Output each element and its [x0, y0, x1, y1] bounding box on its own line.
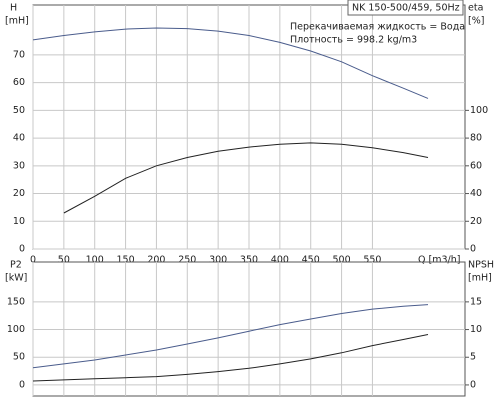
x-tick-label: 200: [147, 255, 165, 266]
y2-axis-unit: [mH]: [468, 273, 492, 284]
y-axis-unit: [kW]: [5, 273, 27, 284]
y-tick-label: 0: [19, 379, 25, 390]
y-axis-label: P2: [10, 260, 22, 271]
x-tick-label: 350: [240, 255, 258, 266]
x-tick-label: 100: [86, 255, 104, 266]
curve: [32, 334, 429, 382]
x-tick-label: 300: [209, 255, 227, 266]
y-tick-label: 20: [13, 188, 25, 199]
y-tick-label: 50: [13, 352, 25, 363]
y2-tick-label: 0: [470, 379, 476, 390]
y2-tick-label: 0: [470, 244, 476, 255]
x-tick-label: 150: [117, 255, 135, 266]
y-tick-label: 10: [13, 216, 25, 227]
x-tick-label: 250: [178, 255, 196, 266]
y-axis-label: H: [10, 3, 17, 14]
curve: [32, 27, 429, 99]
x-tick-label: 400: [271, 255, 289, 266]
y2-tick-label: 5: [470, 352, 476, 363]
y2-axis-label: eta: [468, 3, 483, 14]
x-tick-label: 50: [58, 255, 70, 266]
y-tick-label: 150: [7, 296, 25, 307]
curve: [32, 304, 429, 369]
y2-tick-label: 10: [470, 324, 482, 335]
curve: [63, 142, 429, 214]
y-axis-unit: [mH]: [5, 16, 29, 27]
x-axis-label: Q [m3/h]: [418, 255, 460, 266]
y2-tick-label: 20: [470, 216, 482, 227]
y2-axis-unit: [%]: [468, 16, 484, 27]
x-tick-label: 450: [302, 255, 320, 266]
x-tick-label: 0: [30, 255, 36, 266]
y-tick-label: 70: [13, 49, 25, 60]
y-tick-label: 30: [13, 160, 25, 171]
y2-axis-label: NPSH: [468, 260, 494, 271]
annotation: Плотность = 998.2 kg/m3: [290, 35, 417, 46]
y-tick-label: 50: [13, 105, 25, 116]
annotation: Перекачиваемая жидкость = Вода: [290, 22, 465, 33]
x-tick-label: 550: [363, 255, 381, 266]
y2-tick-label: 40: [470, 188, 482, 199]
y-tick-label: 0: [19, 244, 25, 255]
x-tick-label: 500: [333, 255, 351, 266]
y-tick-label: 40: [13, 133, 25, 144]
y2-tick-label: 100: [470, 105, 488, 116]
y2-tick-label: 80: [470, 133, 482, 144]
y2-tick-label: 15: [470, 296, 482, 307]
y-tick-label: 60: [13, 77, 25, 88]
info-box: [347, 0, 464, 16]
pump-title: NK 150-500/459, 50Hz: [352, 3, 460, 14]
y-tick-label: 100: [7, 324, 25, 335]
y2-tick-label: 60: [470, 160, 482, 171]
